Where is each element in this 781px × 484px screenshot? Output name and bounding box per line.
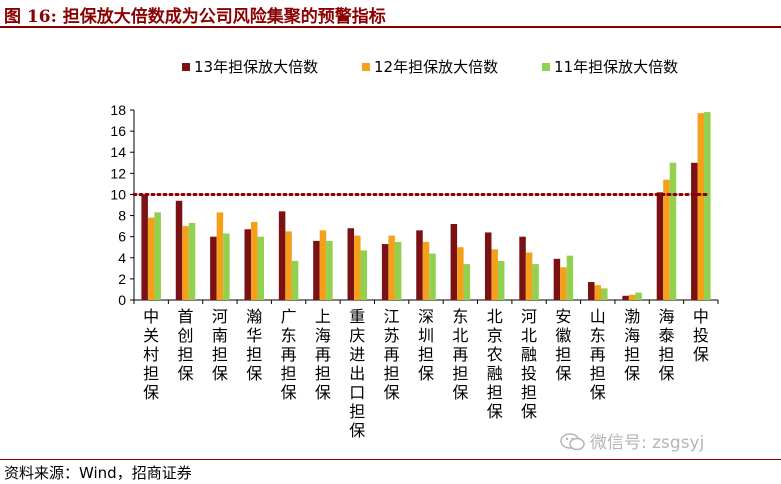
y-tick-label: 10	[110, 186, 126, 202]
source-rule	[0, 459, 781, 460]
legend-swatch	[542, 63, 550, 71]
bar	[188, 222, 196, 300]
x-tick-label: 中关村担保	[143, 307, 159, 402]
bar	[141, 194, 148, 300]
x-tick-label: 重庆进出口担保	[349, 307, 365, 440]
bar	[519, 236, 526, 300]
bar	[244, 229, 251, 300]
y-tick-label: 8	[118, 208, 126, 224]
source-note: 资料来源：Wind，招商证券	[4, 464, 192, 482]
bar	[147, 217, 155, 300]
x-tick-label: 深圳担保	[418, 307, 434, 383]
bar	[326, 240, 333, 300]
chart-title: 图 16: 担保放大倍数成为公司风险集聚的预警指标	[4, 7, 386, 27]
bar	[182, 226, 189, 300]
bar	[291, 260, 299, 300]
bar	[394, 241, 402, 300]
x-tick-label: 首创担保	[178, 307, 194, 383]
x-tick-label: 北京农融担保	[487, 307, 503, 421]
bar	[532, 264, 539, 300]
y-tick-label: 16	[110, 123, 126, 139]
bar	[553, 258, 561, 300]
bar	[594, 285, 602, 300]
x-tick-label: 广东再担保	[281, 307, 297, 402]
legend-label: 12年担保放大倍数	[374, 58, 498, 76]
watermark-text: 微信号: zsgsyj	[590, 433, 705, 453]
x-tick-label: 安徽担保	[555, 307, 571, 383]
bar	[429, 253, 436, 300]
bar	[175, 200, 183, 300]
y-tick-label: 0	[118, 292, 126, 308]
x-tick-label: 山东再担保	[590, 307, 606, 402]
bar	[635, 292, 642, 300]
title-rule	[0, 26, 781, 28]
bar	[566, 255, 574, 300]
y-tick-label: 6	[118, 229, 126, 245]
legend-label: 13年担保放大倍数	[194, 58, 318, 76]
bar	[622, 295, 629, 300]
bar	[601, 288, 608, 300]
bar	[381, 244, 389, 300]
bar	[388, 235, 395, 300]
x-tick-label: 上海再担保	[315, 307, 331, 402]
bar	[285, 231, 292, 300]
bar	[560, 267, 567, 300]
x-tick-label: 海泰担保	[658, 307, 674, 383]
bar	[663, 179, 670, 300]
bar	[319, 230, 327, 300]
bar	[669, 162, 677, 300]
wechat-icon	[560, 433, 585, 451]
bar	[656, 192, 664, 300]
bar	[450, 224, 458, 300]
bar	[697, 113, 705, 301]
bar	[484, 232, 492, 300]
x-tick-label: 河南担保	[212, 307, 228, 383]
legend-swatch	[362, 63, 370, 71]
bar	[354, 235, 361, 300]
bar	[216, 212, 224, 300]
bar	[525, 252, 533, 300]
bar	[704, 112, 711, 300]
y-tick-label: 18	[110, 102, 126, 118]
bar	[457, 247, 464, 300]
y-tick-label: 4	[118, 250, 126, 266]
bar	[588, 282, 595, 300]
x-tick-label: 江苏再担保	[384, 307, 400, 402]
bar	[691, 162, 698, 300]
bar	[210, 236, 217, 300]
y-tick-label: 14	[110, 144, 126, 160]
bar	[278, 211, 286, 300]
y-tick-label: 12	[110, 165, 126, 181]
bar	[463, 264, 471, 300]
x-tick-label: 瀚华担保	[246, 307, 262, 383]
bar	[628, 294, 636, 300]
bar	[491, 249, 498, 300]
x-tick-label: 渤海担保	[624, 307, 640, 383]
bar	[223, 233, 230, 300]
bar	[347, 228, 355, 300]
legend-swatch	[182, 63, 190, 71]
legend-label: 11年担保放大倍数	[554, 58, 678, 76]
title-bar: 图 16: 担保放大倍数成为公司风险集聚的预警指标	[0, 0, 781, 27]
x-tick-label: 河北融投担保	[521, 307, 537, 421]
bar	[250, 221, 258, 300]
x-tick-label: 东北再担保	[452, 307, 468, 402]
watermark: 微信号: zsgsyj	[560, 428, 704, 453]
bar	[422, 241, 430, 300]
bar-chart: 0 2 4 6 8 10 12 14 16 18 中关村担保 首创担保 河南担保 瀚华担保 广东再担保 上海再…	[110, 58, 719, 440]
y-tick-label: 2	[118, 271, 126, 287]
bar	[313, 240, 320, 300]
bar	[154, 212, 161, 300]
bar	[497, 260, 505, 300]
bar	[257, 236, 264, 300]
bar	[360, 250, 368, 300]
x-tick-label: 中投保	[693, 307, 709, 364]
bar	[416, 230, 423, 300]
